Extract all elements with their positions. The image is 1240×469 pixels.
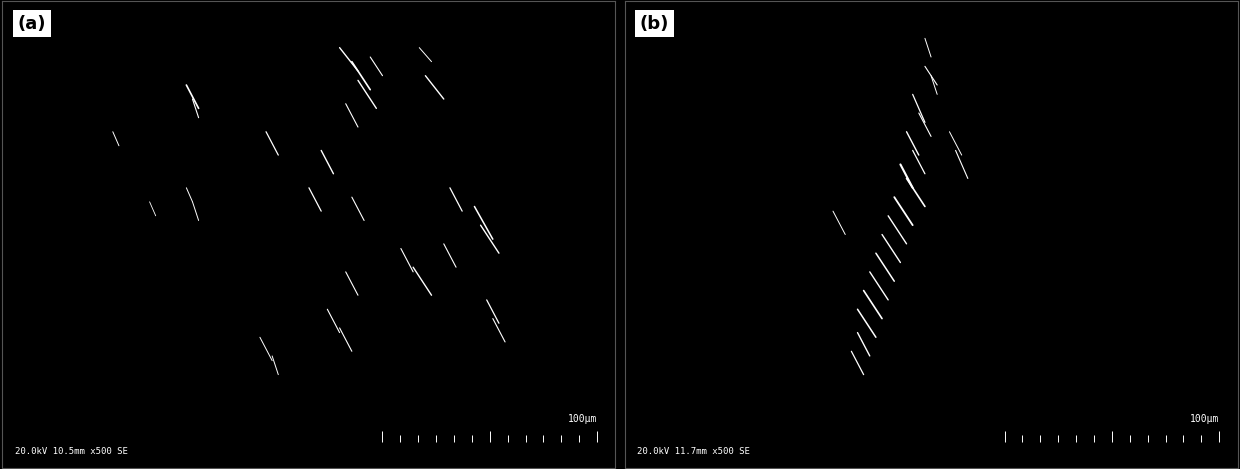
Text: 100μm: 100μm bbox=[1189, 414, 1219, 424]
Text: (a): (a) bbox=[17, 15, 46, 33]
Text: 20.0kV 10.5mm x500 SE: 20.0kV 10.5mm x500 SE bbox=[15, 447, 128, 456]
Text: 20.0kV 11.7mm x500 SE: 20.0kV 11.7mm x500 SE bbox=[637, 447, 750, 456]
Text: 100μm: 100μm bbox=[568, 414, 596, 424]
Text: (b): (b) bbox=[640, 15, 670, 33]
